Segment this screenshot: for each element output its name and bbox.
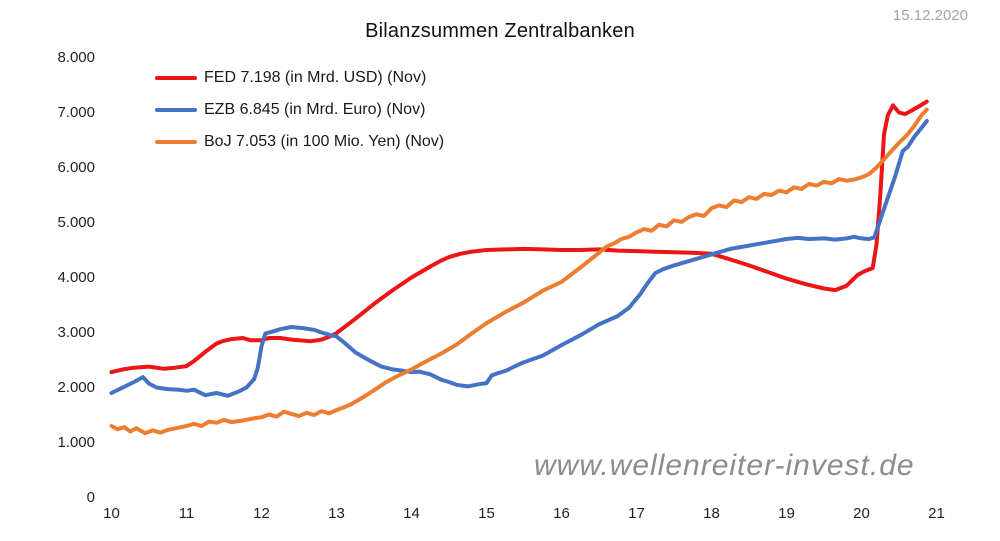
x-tick-label: 15 bbox=[478, 505, 495, 522]
y-tick-label: 2.000 bbox=[57, 378, 95, 396]
y-tick-label: 7.000 bbox=[57, 103, 95, 121]
y-tick-label: 3.000 bbox=[57, 323, 95, 341]
legend-item-ezb: EZB 6.845 (in Mrd. Euro) (Nov) bbox=[155, 94, 444, 126]
x-tick-label: 13 bbox=[328, 505, 345, 522]
x-tick-label: 20 bbox=[853, 505, 870, 522]
legend-label: BoJ 7.053 (in 100 Mio. Yen) (Nov) bbox=[204, 133, 445, 150]
y-tick-label: 0 bbox=[86, 488, 95, 506]
date-label: 15.12.2020 bbox=[892, 7, 968, 24]
x-tick-label: 21 bbox=[928, 505, 945, 522]
series-line-fed bbox=[109, 99, 929, 375]
chart-title: Bilanzsummen Zentralbanken bbox=[365, 20, 635, 42]
series-line-boj bbox=[109, 107, 929, 436]
legend-line-icon bbox=[155, 140, 197, 144]
y-tick-label: 5.000 bbox=[57, 213, 95, 231]
watermark: www.wellenreiter-invest.de bbox=[534, 449, 915, 482]
x-tick-label: 14 bbox=[403, 505, 420, 522]
x-tick-label: 16 bbox=[553, 505, 570, 522]
x-tick-label: 12 bbox=[253, 505, 270, 522]
x-tick-label: 17 bbox=[628, 505, 645, 522]
y-tick-label: 4.000 bbox=[57, 268, 95, 286]
y-tick-label: 8.000 bbox=[57, 48, 95, 66]
legend-line-icon bbox=[155, 108, 197, 112]
legend-line-icon bbox=[155, 76, 197, 80]
chart-legend: FED 7.198 (in Mrd. USD) (Nov) EZB 6.845 (… bbox=[155, 62, 444, 158]
legend-label: FED 7.198 (in Mrd. USD) (Nov) bbox=[204, 69, 427, 86]
x-tick-label: 10 bbox=[103, 505, 120, 522]
y-tick-label: 6.000 bbox=[57, 158, 95, 176]
legend-item-fed: FED 7.198 (in Mrd. USD) (Nov) bbox=[155, 62, 444, 94]
y-tick-label: 1.000 bbox=[57, 433, 95, 451]
series-line-ezb bbox=[109, 119, 929, 398]
x-tick-label: 11 bbox=[178, 505, 195, 522]
legend-item-boj: BoJ 7.053 (in 100 Mio. Yen) (Nov) bbox=[155, 126, 444, 158]
legend-label: EZB 6.845 (in Mrd. Euro) (Nov) bbox=[204, 101, 426, 118]
x-tick-label: 18 bbox=[703, 505, 720, 522]
x-tick-label: 19 bbox=[778, 505, 795, 522]
